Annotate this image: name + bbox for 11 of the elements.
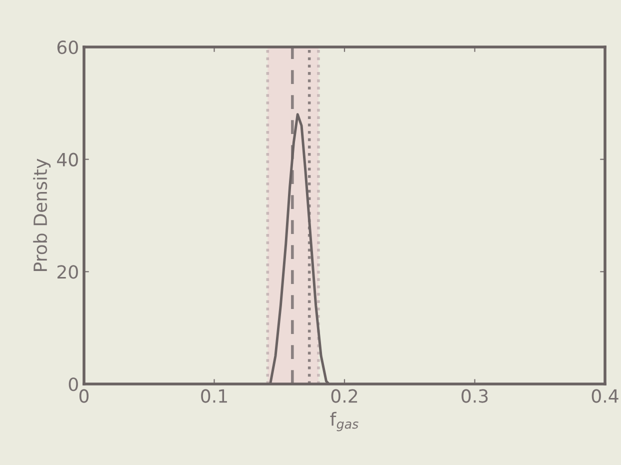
y-axis-title: Prob Density: [33, 158, 51, 271]
y-tick-label: 0: [68, 377, 78, 392]
y-tick-label: 40: [57, 152, 78, 166]
x-axis-title: f$_{gas}$: [330, 412, 358, 432]
x-tick-label: 0.1: [201, 389, 227, 403]
x-tick-label: 0.3: [462, 389, 488, 403]
x-tick-label: 0: [79, 389, 89, 403]
x-tick-label: 0.2: [331, 389, 358, 403]
y-tick-label: 20: [57, 265, 78, 279]
y-tick-label: 60: [57, 40, 78, 54]
x-tick-label: 0.4: [592, 389, 618, 403]
